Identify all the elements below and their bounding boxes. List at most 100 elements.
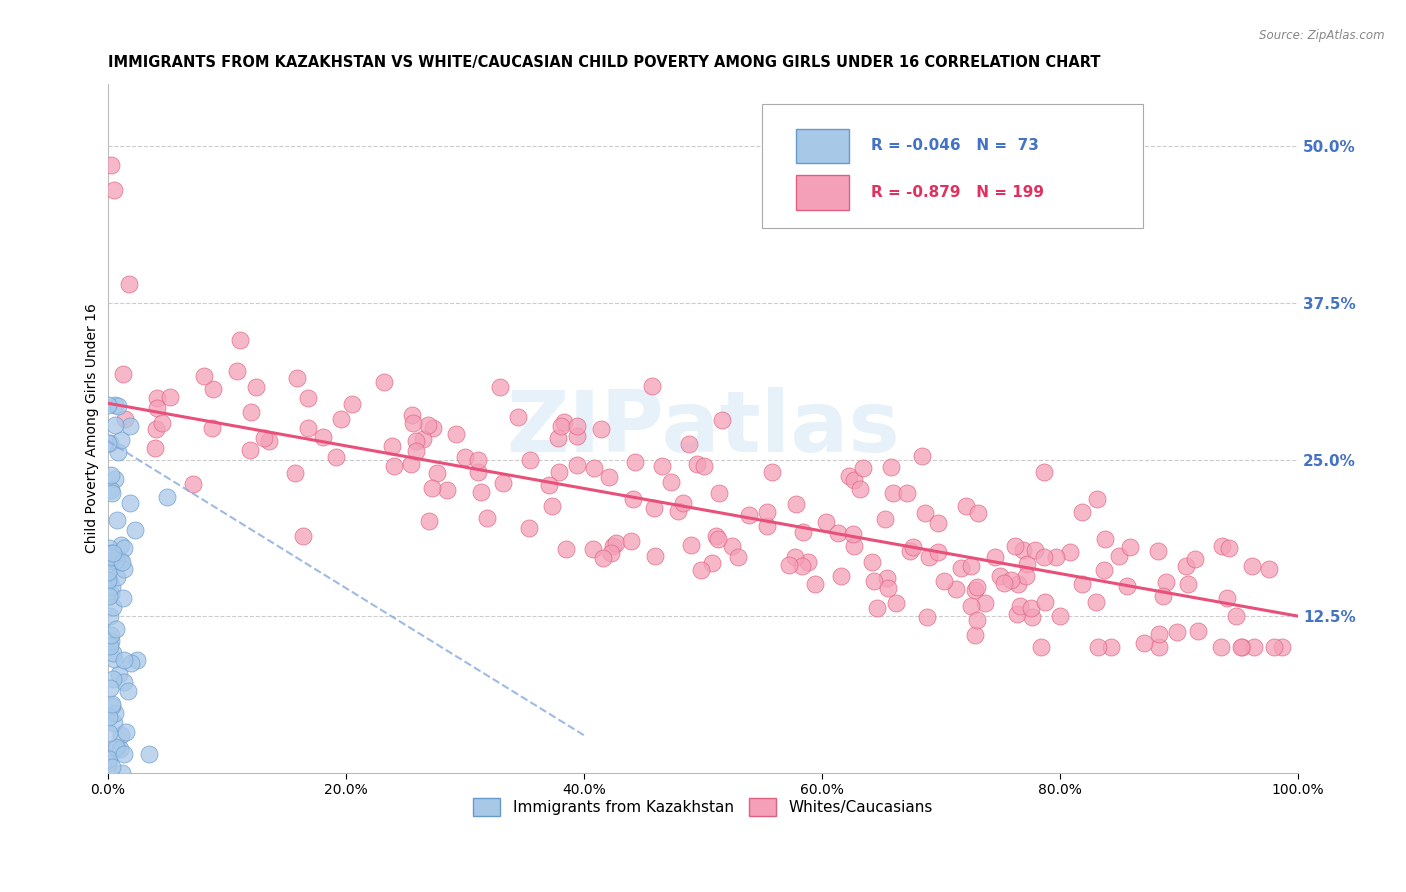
Point <box>150 416 173 430</box>
Text: Source: ZipAtlas.com: Source: ZipAtlas.com <box>1260 29 1385 42</box>
Point <box>145 391 167 405</box>
Point <box>519 453 541 467</box>
Point <box>1177 577 1199 591</box>
Point <box>1225 608 1247 623</box>
Point <box>866 601 889 615</box>
Point <box>949 561 972 575</box>
Point <box>97 554 120 568</box>
Point <box>329 412 352 426</box>
Point <box>690 564 713 578</box>
Point <box>659 475 682 489</box>
Point <box>105 740 128 755</box>
Point <box>565 458 588 473</box>
Point <box>1152 589 1174 603</box>
Point <box>118 277 141 292</box>
Point <box>115 725 138 739</box>
Point <box>104 398 127 412</box>
Point <box>98 639 121 653</box>
Point <box>797 555 820 569</box>
Point <box>860 555 883 569</box>
Point <box>988 569 1011 583</box>
Point <box>100 550 122 565</box>
Point <box>1085 595 1108 609</box>
Point <box>98 710 121 724</box>
Point <box>1271 640 1294 655</box>
Point <box>181 477 204 491</box>
Point <box>1133 636 1156 650</box>
Point <box>1033 595 1056 609</box>
Point <box>101 697 124 711</box>
Point <box>875 512 897 526</box>
Point <box>1021 610 1043 624</box>
Point <box>100 698 122 713</box>
Point <box>325 450 347 465</box>
Point <box>382 458 405 473</box>
Point <box>112 541 135 555</box>
Point <box>1059 545 1081 559</box>
Point <box>118 419 141 434</box>
Point <box>896 486 918 500</box>
Point <box>105 623 128 637</box>
Point <box>785 549 807 564</box>
Point <box>582 541 605 556</box>
Point <box>710 413 733 427</box>
Point <box>97 436 120 450</box>
Point <box>880 459 903 474</box>
Point <box>1099 640 1122 655</box>
Point <box>898 543 921 558</box>
Point <box>253 431 276 445</box>
Point <box>686 457 709 471</box>
Point <box>146 401 169 416</box>
Point <box>1147 543 1170 558</box>
Point <box>201 382 224 396</box>
Point <box>1071 577 1094 591</box>
Point <box>112 562 135 576</box>
Point <box>100 587 122 601</box>
Point <box>399 457 422 471</box>
Point <box>945 582 967 596</box>
Point <box>105 556 128 570</box>
Point <box>107 667 129 681</box>
Point <box>1045 549 1067 564</box>
Point <box>1070 505 1092 519</box>
Point <box>101 546 124 560</box>
Point <box>257 434 280 448</box>
Point <box>125 653 148 667</box>
Point <box>849 482 872 496</box>
Text: IMMIGRANTS FROM KAZAKHSTAN VS WHITE/CAUCASIAN CHILD POVERTY AMONG GIRLS UNDER 16: IMMIGRANTS FROM KAZAKHSTAN VS WHITE/CAUC… <box>108 55 1099 70</box>
Point <box>582 461 605 475</box>
Point <box>100 483 122 497</box>
Point <box>98 725 121 739</box>
Point <box>1014 568 1036 582</box>
Point <box>103 673 125 687</box>
Point <box>983 549 1005 564</box>
Point <box>229 333 252 347</box>
Point <box>101 760 124 774</box>
Point <box>108 741 131 756</box>
Point <box>1024 542 1046 557</box>
Point <box>706 533 728 547</box>
Point <box>226 364 249 378</box>
Point <box>901 540 924 554</box>
Point <box>156 490 179 504</box>
Point <box>1216 591 1239 605</box>
Point <box>426 466 449 480</box>
Point <box>110 433 132 447</box>
Point <box>623 455 645 469</box>
Point <box>111 765 134 780</box>
Point <box>621 491 644 506</box>
Point <box>239 405 262 419</box>
Point <box>103 652 125 666</box>
Point <box>1087 640 1109 655</box>
Point <box>444 426 467 441</box>
Point <box>1218 541 1240 555</box>
Point <box>842 473 865 487</box>
Point <box>120 496 142 510</box>
Point <box>1032 549 1054 564</box>
Point <box>467 452 489 467</box>
Point <box>97 398 120 412</box>
Point <box>101 646 124 660</box>
Point <box>467 465 489 479</box>
Point <box>104 472 127 486</box>
Point <box>592 550 614 565</box>
